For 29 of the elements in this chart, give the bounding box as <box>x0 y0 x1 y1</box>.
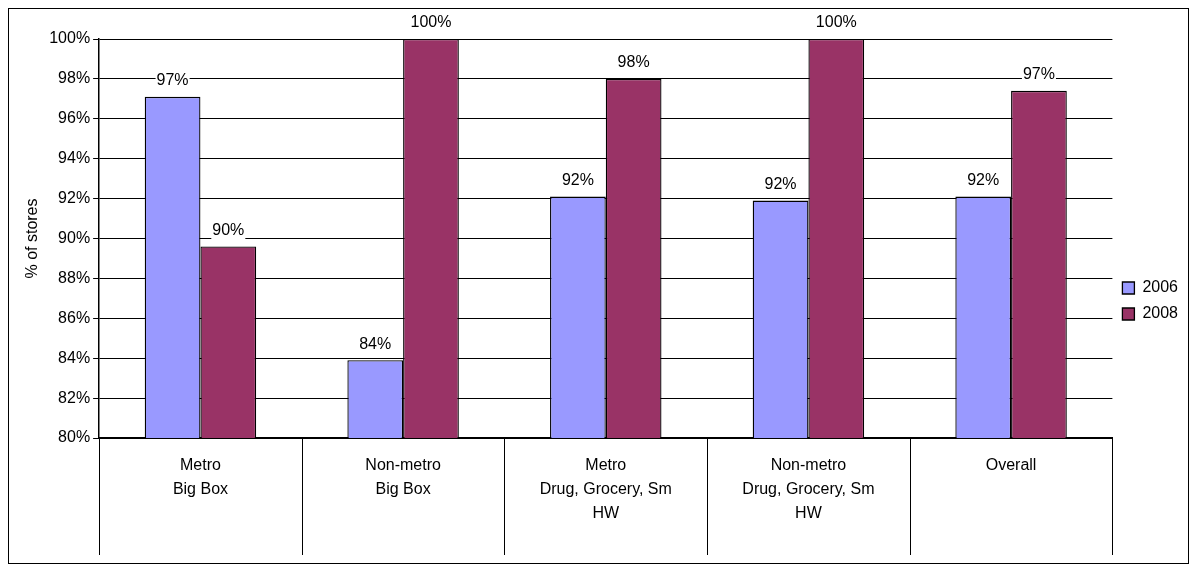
data-label: 98% <box>617 53 650 71</box>
x-tick-label: Metro Big Box <box>172 456 229 498</box>
data-label: 84% <box>359 334 392 352</box>
data-label: 92% <box>764 175 797 192</box>
y-tick-label: 90% <box>58 228 91 246</box>
data-label: 100% <box>410 13 452 31</box>
y-tick-label: 88% <box>58 268 91 286</box>
legend-label: 2006 <box>1142 278 1179 296</box>
x-tick-label: Non-metro Drug, Grocery, Sm HW <box>742 456 875 522</box>
data-label: 90% <box>212 220 245 238</box>
y-tick-label: 92% <box>58 189 91 207</box>
data-label: 92% <box>967 171 1000 189</box>
y-tick-label: 80% <box>58 428 91 446</box>
y-tick-label: 98% <box>58 69 91 87</box>
y-tick-label: 94% <box>58 149 91 167</box>
data-label: 97% <box>156 71 189 89</box>
data-label: 97% <box>1022 65 1055 83</box>
y-tick-label: 86% <box>58 308 91 326</box>
y-tick-label: 82% <box>58 388 91 406</box>
x-tick-label: Non-metro Big Box <box>365 456 441 498</box>
y-tick-label: 100% <box>49 29 91 47</box>
y-tick-label: 96% <box>58 109 91 127</box>
y-axis-title: % of stores <box>23 198 41 279</box>
legend-label: 2008 <box>1142 304 1179 322</box>
x-tick-label: Metro Drug, Grocery, Sm HW <box>539 456 672 522</box>
data-label: 100% <box>815 13 857 31</box>
x-tick-label: Overall <box>985 456 1037 474</box>
y-tick-label: 84% <box>58 348 91 366</box>
data-label: 92% <box>561 171 594 189</box>
